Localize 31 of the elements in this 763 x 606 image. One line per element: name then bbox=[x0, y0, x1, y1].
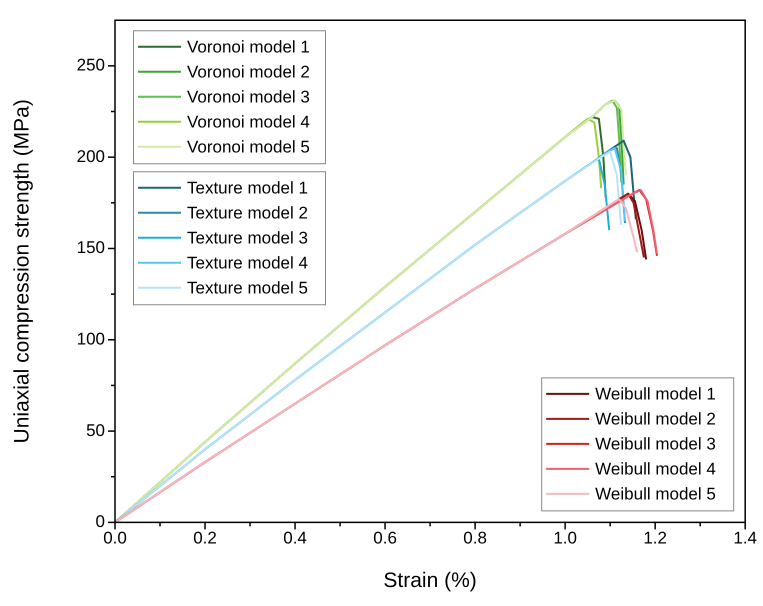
x-tick-label: 0.2 bbox=[193, 528, 217, 548]
y-tick-label: 250 bbox=[76, 56, 105, 75]
legend-label: Voronoi model 4 bbox=[187, 112, 310, 132]
legend-label: Weibull model 1 bbox=[595, 384, 716, 404]
legend-label: Weibull model 2 bbox=[595, 410, 716, 429]
y-tick-label: 200 bbox=[76, 146, 105, 166]
legend-label: Texture model 2 bbox=[187, 203, 308, 222]
legend-label: Texture model 3 bbox=[187, 228, 308, 248]
legend-label: Weibull model 3 bbox=[595, 434, 716, 454]
legend-label: Weibull model 5 bbox=[595, 484, 716, 504]
legend-label: Texture model 5 bbox=[187, 278, 308, 298]
x-tick-label: 1.0 bbox=[553, 528, 577, 548]
x-tick-label: 0.6 bbox=[373, 528, 397, 548]
legend-label: Voronoi model 1 bbox=[187, 37, 310, 56]
legend-label: Texture model 1 bbox=[187, 178, 308, 198]
legend-label: Voronoi model 3 bbox=[187, 87, 310, 106]
x-axis-title: Strain (%) bbox=[383, 569, 477, 592]
y-axis-title: Uniaxial compression strength (MPa) bbox=[10, 99, 34, 444]
x-tick-label: 0.0 bbox=[103, 528, 127, 548]
y-tick-label: 50 bbox=[86, 420, 105, 440]
legend-label: Voronoi model 2 bbox=[187, 62, 310, 82]
legend-label: Weibull model 4 bbox=[595, 460, 716, 479]
legend-label: Texture model 4 bbox=[187, 253, 308, 272]
x-tick-label: 0.8 bbox=[463, 528, 487, 548]
y-tick-label: 100 bbox=[76, 329, 105, 348]
x-tick-label: 1.2 bbox=[643, 528, 667, 548]
y-tick-label: 150 bbox=[76, 238, 105, 258]
y-tick-label: 0 bbox=[96, 512, 105, 532]
x-tick-label: 1.4 bbox=[733, 528, 758, 548]
legend-label: Voronoi model 5 bbox=[187, 137, 310, 156]
x-tick-label: 0.4 bbox=[283, 528, 307, 548]
